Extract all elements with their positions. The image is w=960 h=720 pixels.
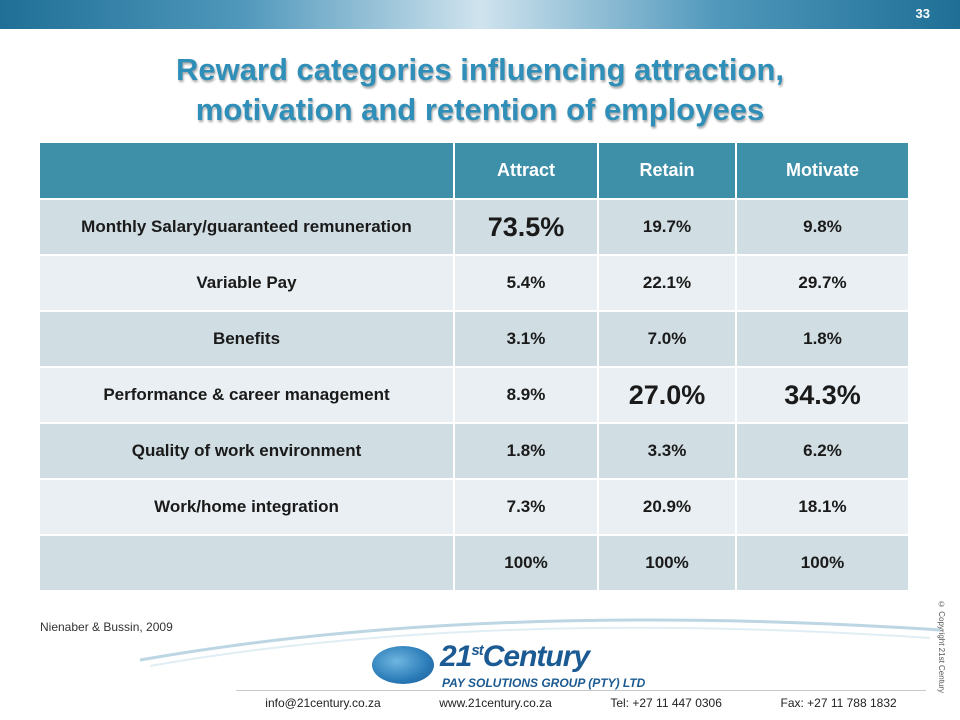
reward-table: Attract Retain Motivate Monthly Salary/g… bbox=[40, 143, 908, 592]
cell-attract: 8.9% bbox=[454, 367, 599, 424]
row-label: Variable Pay bbox=[40, 255, 455, 312]
footer-contact-bar: info@21century.co.za www.21century.co.za… bbox=[236, 690, 926, 715]
company-logo: 21stCentury PAY SOLUTIONS GROUP (PTY) LT… bbox=[370, 640, 645, 692]
cell-retain: 20.9% bbox=[598, 479, 737, 536]
decorative-swoosh bbox=[139, 618, 941, 667]
top-banner: 33 bbox=[0, 0, 960, 29]
table-row: Variable Pay 5.4% 22.1% 29.7% bbox=[40, 255, 908, 312]
title-line-1: Reward categories influencing attraction… bbox=[175, 52, 785, 87]
header-retain: Retain bbox=[598, 143, 737, 200]
slide-number: 33 bbox=[915, 6, 930, 21]
cell-motivate: 9.8% bbox=[736, 199, 908, 256]
cell-motivate: 29.7% bbox=[736, 255, 908, 312]
table-row: 100% 100% 100% bbox=[40, 535, 908, 592]
cell-retain: 7.0% bbox=[598, 311, 737, 368]
table-row: Performance & career management 8.9% 27.… bbox=[40, 367, 908, 424]
slide-title: Reward categories influencing attraction… bbox=[40, 50, 920, 130]
cell-motivate: 1.8% bbox=[736, 311, 908, 368]
cell-attract: 7.3% bbox=[454, 479, 599, 536]
logo-brand: 21stCentury bbox=[440, 640, 590, 673]
header-attract: Attract bbox=[454, 143, 599, 200]
cell-motivate: 100% bbox=[736, 535, 908, 592]
title-line-2: motivation and retention of employees bbox=[195, 92, 765, 127]
cell-motivate: 34.3% bbox=[736, 367, 908, 424]
footer-website[interactable]: www.21century.co.za bbox=[439, 696, 552, 710]
table-row: Quality of work environment 1.8% 3.3% 6.… bbox=[40, 423, 908, 480]
cell-attract: 100% bbox=[454, 535, 599, 592]
copyright-notice: © Copyright 21st Century bbox=[937, 600, 946, 694]
row-label: Quality of work environment bbox=[40, 423, 455, 480]
cell-retain: 22.1% bbox=[598, 255, 737, 312]
row-label: Performance & career management bbox=[40, 367, 455, 424]
table-row: Benefits 3.1% 7.0% 1.8% bbox=[40, 311, 908, 368]
cell-attract: 73.5% bbox=[454, 199, 599, 256]
header-motivate: Motivate bbox=[736, 143, 908, 200]
table-header-row: Attract Retain Motivate bbox=[40, 143, 908, 200]
footer-email[interactable]: info@21century.co.za bbox=[265, 696, 381, 710]
cell-attract: 1.8% bbox=[454, 423, 599, 480]
cell-attract: 3.1% bbox=[454, 311, 599, 368]
cell-motivate: 18.1% bbox=[736, 479, 908, 536]
cell-retain: 3.3% bbox=[598, 423, 737, 480]
header-category bbox=[40, 143, 455, 200]
row-label bbox=[40, 535, 455, 592]
row-label: Benefits bbox=[40, 311, 455, 368]
source-citation: Nienaber & Bussin, 2009 bbox=[40, 620, 173, 634]
cell-motivate: 6.2% bbox=[736, 423, 908, 480]
footer-fax: Fax: +27 11 788 1832 bbox=[780, 696, 897, 710]
logo-subtitle: PAY SOLUTIONS GROUP (PTY) LTD bbox=[442, 676, 646, 690]
globe-icon bbox=[372, 646, 434, 684]
cell-retain: 19.7% bbox=[598, 199, 737, 256]
cell-attract: 5.4% bbox=[454, 255, 599, 312]
row-label: Monthly Salary/guaranteed remuneration bbox=[40, 199, 455, 256]
cell-retain: 100% bbox=[598, 535, 737, 592]
row-label: Work/home integration bbox=[40, 479, 455, 536]
footer-tel: Tel: +27 11 447 0306 bbox=[610, 696, 722, 710]
table-row: Monthly Salary/guaranteed remuneration 7… bbox=[40, 199, 908, 256]
cell-retain: 27.0% bbox=[598, 367, 737, 424]
table-row: Work/home integration 7.3% 20.9% 18.1% bbox=[40, 479, 908, 536]
